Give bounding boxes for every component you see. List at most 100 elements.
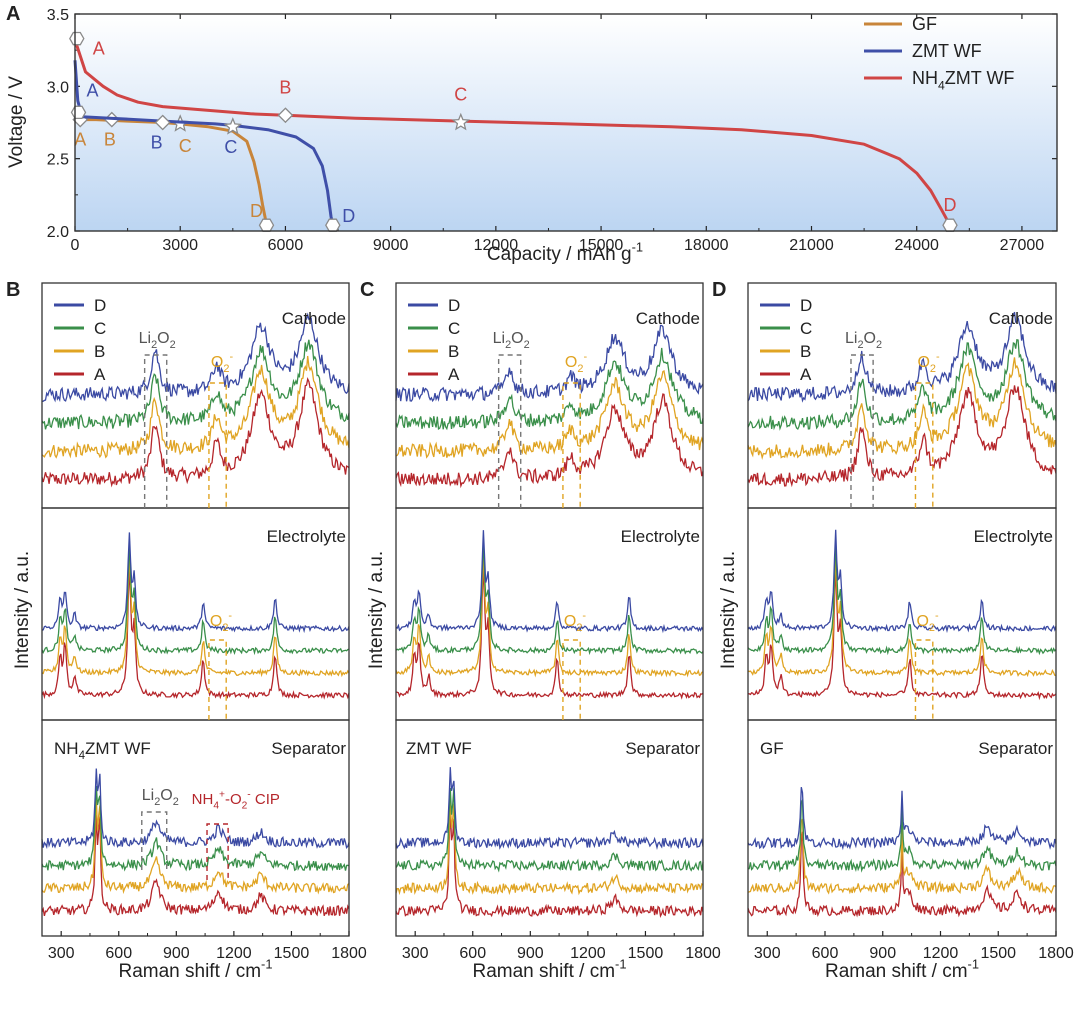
x-tick-label: 0 [71, 237, 80, 254]
spectrum-line [395, 347, 704, 431]
raman-panel-c: CCathodeElectrolyteSeparatorDCBALi2O2O2-… [360, 279, 721, 982]
spectrum-line [41, 795, 350, 895]
y-tick-label: 2.0 [47, 224, 69, 241]
x-axis-label: Raman shift / cm-1 [472, 956, 626, 982]
point-label: B [279, 77, 291, 97]
legend-entry: NH4ZMT WF [912, 68, 1014, 92]
x-axis-label: Raman shift / cm-1 [825, 956, 979, 982]
legend-entry: C [94, 319, 106, 338]
li2o2-label: Li2O2 [142, 787, 179, 808]
spectrum-line [747, 357, 1057, 461]
legend-entry: A [800, 365, 812, 384]
legend-entry: B [800, 342, 811, 361]
spectrum-line [395, 369, 704, 459]
point-marker [451, 112, 471, 131]
x-tick-label: 900 [517, 945, 544, 962]
panel-label-a: A [6, 3, 20, 25]
li2o2-box [850, 354, 874, 508]
legend-entry: C [448, 319, 460, 338]
spectrum-line [747, 311, 1057, 403]
superoxide-box [208, 382, 227, 508]
point-label: D [250, 201, 263, 221]
spectrum-line [41, 377, 350, 488]
spectrum-line [41, 312, 350, 403]
spectrum-line [747, 385, 1057, 488]
x-tick-label: 24000 [894, 237, 939, 254]
spectrum-line [41, 564, 350, 700]
superoxide-label: O2- [917, 351, 940, 375]
x-tick-label: 1200 [216, 945, 252, 962]
spectrum-line [41, 339, 350, 430]
y-tick-label: 2.5 [47, 152, 69, 169]
subpanel-label: Separator [271, 739, 346, 758]
panel-label: C [360, 279, 374, 301]
x-tick-label: 3000 [162, 237, 198, 254]
x-tick-label: 600 [105, 945, 132, 962]
x-tick-label: 15000 [579, 237, 624, 254]
point-label: B [151, 133, 163, 153]
spectrum-line [395, 393, 704, 489]
spectrum-line [747, 565, 1057, 701]
series-line [73, 60, 335, 226]
x-tick-label: 300 [754, 945, 781, 962]
x-axis-label: Raman shift / cm-1 [118, 956, 272, 982]
point-label: D [342, 206, 355, 226]
li2o2-box [143, 354, 168, 508]
spectrum-line [395, 563, 704, 700]
spectrum-line [41, 355, 350, 459]
legend-entry: D [448, 296, 460, 315]
li2o2-label: Li2O2 [493, 330, 530, 351]
legend-entry: B [448, 342, 459, 361]
spectrum-line [395, 324, 704, 403]
spectrum-line [747, 787, 1057, 851]
spectrum-line [395, 797, 704, 896]
plot-frame [74, 13, 1058, 232]
spectrum-line [395, 539, 704, 656]
superoxide-label: O2- [565, 351, 588, 375]
subpanel-frame [41, 719, 350, 937]
spectrum-line [41, 785, 350, 872]
x-tick-label: 1800 [685, 945, 721, 962]
raman-panel-d: DCathodeElectrolyteSeparatorDCBALi2O2O2-… [712, 279, 1074, 982]
panel-a: A 0 3000 6000 9000 12000 15000 18000 21000 24000 2… [6, 3, 1058, 265]
superoxide-label: O2- [564, 610, 587, 634]
subpanel-label: Electrolyte [974, 527, 1053, 546]
legend-entry: D [94, 296, 106, 315]
y-axis-label: Intensity / a.u. [366, 551, 387, 669]
point-label: C [454, 85, 467, 105]
x-tick-label: 600 [812, 945, 839, 962]
point-label: B [104, 130, 116, 150]
x-tick-label: 300 [402, 945, 429, 962]
x-tick-label: 9000 [373, 237, 409, 254]
y-tick-label: 3.0 [47, 79, 69, 96]
x-tick-label: 300 [48, 945, 75, 962]
y-axis-label: Intensity / a.u. [12, 551, 33, 669]
spectrum-line [41, 532, 350, 634]
subpanel-label: Cathode [989, 309, 1053, 328]
point-label: A [74, 130, 86, 150]
x-tick-label: 1200 [923, 945, 959, 962]
spectrum-line [747, 339, 1057, 431]
point-marker [325, 218, 341, 232]
x-tick-label: 1500 [628, 945, 664, 962]
legend-entry: D [800, 296, 812, 315]
point-label: C [179, 136, 192, 156]
subpanel-label: Electrolyte [267, 527, 346, 546]
point-marker [277, 107, 294, 124]
spectrum-line [41, 551, 350, 678]
x-tick-label: 21000 [789, 237, 834, 254]
legend-entry: C [800, 319, 812, 338]
legend-entry: A [448, 365, 460, 384]
spectrum-line [395, 550, 704, 678]
cip-box [206, 823, 229, 880]
point-label: A [86, 80, 98, 100]
legend-entry: A [94, 365, 106, 384]
li2o2-box [497, 354, 522, 508]
superoxide-label: O2- [210, 610, 233, 634]
point-marker [69, 31, 85, 46]
spectrum-line [747, 797, 1057, 873]
subpanel-frame [747, 719, 1057, 937]
li2o2-label: Li2O2 [845, 330, 882, 351]
superoxide-box [914, 639, 934, 720]
superoxide-label: O2- [916, 610, 939, 634]
